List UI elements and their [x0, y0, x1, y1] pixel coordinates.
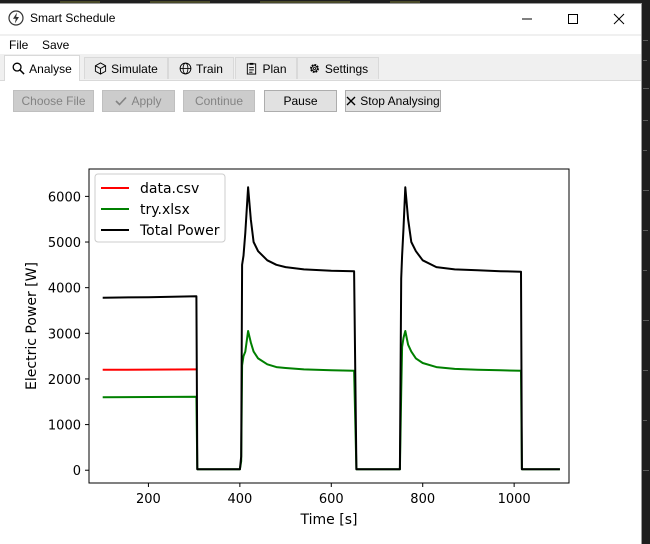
x-tick-label: 600 [319, 492, 344, 507]
choose-file-label: Choose File [21, 94, 86, 108]
x-tick-label: 800 [410, 492, 435, 507]
search-icon [12, 62, 25, 75]
maximize-button[interactable] [550, 4, 596, 34]
y-tick-label: 3000 [48, 327, 81, 342]
apply-label: Apply [131, 94, 162, 108]
tab-train-label: Train [196, 61, 223, 76]
close-icon [613, 13, 625, 25]
pause-label: Pause [283, 94, 318, 108]
gear-icon [309, 64, 319, 73]
close-icon [346, 96, 356, 106]
tab-bar: Analyse Simulate Train Plan Settings [0, 54, 641, 81]
plot-frame [88, 168, 570, 484]
y-tick-label: 2000 [48, 373, 81, 388]
y-tick-label: 6000 [48, 190, 81, 205]
tab-settings-label: Settings [324, 61, 369, 76]
series-layer [102, 186, 560, 471]
tab-settings[interactable]: Settings [297, 57, 379, 79]
continue-button[interactable]: Continue [183, 90, 255, 112]
tab-plan[interactable]: Plan [235, 57, 297, 79]
tab-train[interactable]: Train [168, 57, 234, 79]
y-tick-label: 0 [73, 464, 81, 479]
analyse-panel: Choose File Apply Continue Pause Stop An… [0, 81, 641, 544]
tab-simulate[interactable]: Simulate [84, 57, 168, 79]
background-editor-strip [0, 0, 650, 4]
y-tick-label: 1000 [48, 419, 81, 434]
chart-legend: data.csv try.xlsx Total Power [94, 173, 226, 243]
y-tick-label: 4000 [48, 282, 81, 297]
y-axis-label: Electric Power [W] [24, 262, 40, 390]
x-tick-label: 200 [136, 492, 161, 507]
x-tick-label: 400 [227, 492, 252, 507]
legend-box [94, 173, 226, 243]
maximize-icon [568, 14, 578, 24]
lightning-app-icon [8, 10, 24, 26]
app-window: Smart Schedule File Save Analyse Simulat… [0, 4, 641, 544]
x-tick-label: 1000 [498, 492, 531, 507]
x-axis-label: Time [s] [300, 512, 358, 528]
tab-analyse[interactable]: Analyse [4, 55, 80, 81]
minimize-icon [522, 18, 532, 20]
menu-bar: File Save [0, 36, 641, 54]
window-title: Smart Schedule [30, 11, 116, 25]
menu-save[interactable]: Save [42, 38, 70, 52]
continue-label: Continue [194, 94, 244, 108]
stop-analysing-button[interactable]: Stop Analysing [345, 90, 441, 112]
close-button[interactable] [596, 4, 642, 34]
cube-icon [95, 62, 107, 75]
minimize-button[interactable] [504, 4, 550, 34]
series-line-1 [102, 330, 560, 471]
legend-label-0: data.csv [140, 181, 199, 197]
series-line-2 [102, 186, 560, 471]
tab-simulate-label: Simulate [111, 61, 158, 76]
legend-label-2: Total Power [139, 223, 220, 239]
stop-analysing-label: Stop Analysing [360, 94, 440, 108]
pause-button[interactable]: Pause [264, 90, 337, 112]
legend-label-1: try.xlsx [140, 202, 190, 218]
globe-icon [179, 62, 192, 75]
background-editor-side [641, 0, 650, 544]
power-chart: 200 400 600 800 1000 0 1000 2000 3000 4000 5000 60… [24, 168, 570, 528]
menu-file[interactable]: File [9, 38, 29, 52]
title-bar[interactable]: Smart Schedule [0, 4, 641, 34]
tab-analyse-label: Analyse [29, 61, 72, 76]
y-axis: 0 1000 2000 3000 4000 5000 6000 [48, 190, 89, 479]
clipboard-icon [247, 62, 257, 75]
tab-plan-label: Plan [262, 61, 287, 76]
checkmark-icon [115, 96, 128, 106]
choose-file-button[interactable]: Choose File [13, 90, 94, 112]
apply-button[interactable]: Apply [102, 90, 175, 112]
x-axis: 200 400 600 800 1000 [136, 483, 531, 507]
y-tick-label: 5000 [48, 236, 81, 251]
